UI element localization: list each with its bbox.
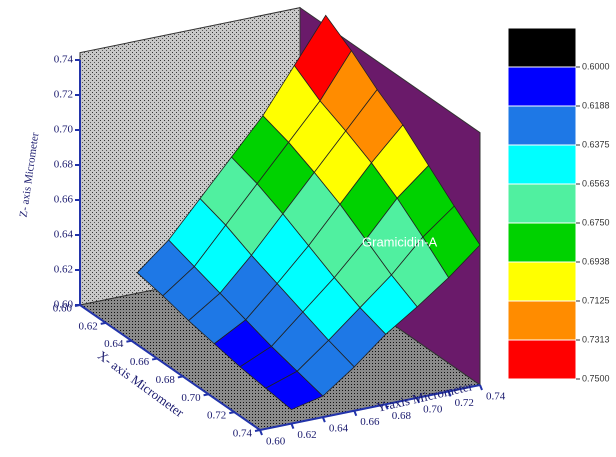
z-tick-label: 0.74 <box>54 54 74 66</box>
colorbar-label: 0.6188 <box>582 100 610 110</box>
x-tick <box>254 429 261 432</box>
y-tick <box>384 403 389 410</box>
z-tick-label: 0.68 <box>54 159 74 171</box>
colorbar-label: 0.6563 <box>582 178 610 188</box>
x-tick-label: 0.60 <box>53 303 73 315</box>
y-tick-label: 0.66 <box>360 416 380 428</box>
z-tick-label: 0.70 <box>54 124 74 136</box>
x-tick <box>74 304 81 307</box>
y-tick-label: 0.72 <box>455 397 474 409</box>
colorbar-swatch <box>507 105 577 146</box>
x-tick-label: 0.70 <box>181 392 201 404</box>
x-tick-label: 0.74 <box>233 428 253 440</box>
colorbar: 0.6000 0.6188 0.6375 0.6563 0.6750 0.6938 0.71… <box>507 27 610 383</box>
y-tick <box>321 416 326 423</box>
x-tick-label: 0.72 <box>207 410 226 422</box>
y-tick <box>416 397 421 404</box>
y-tick <box>447 391 452 397</box>
x-axis <box>79 304 261 431</box>
x-tick <box>126 339 132 343</box>
colorbar-label: 0.6750 <box>582 217 610 227</box>
colorbar-label: 0.7125 <box>582 295 610 305</box>
colorbar-swatch <box>507 66 577 107</box>
z-tick-label: 0.64 <box>54 229 74 241</box>
z-tick-label: 0.60 <box>54 299 74 311</box>
colorbar-label: 0.7313 <box>582 334 610 344</box>
y-tick-label: 0.64 <box>329 423 349 435</box>
z-tick-label: 0.72 <box>54 89 73 101</box>
colorbar-swatch <box>507 339 577 380</box>
surface-cell <box>265 370 324 411</box>
x-tick <box>151 357 158 361</box>
colorbar-swatch <box>507 261 577 302</box>
y-tick-label: 0.68 <box>392 410 412 422</box>
y-tick <box>479 384 483 391</box>
x-tick-label: 0.66 <box>130 356 150 368</box>
colorbar-label: 0.6375 <box>582 139 610 149</box>
z-tick-label: 0.62 <box>54 264 73 276</box>
x-tick-label: 0.64 <box>104 338 124 350</box>
z-axis-title: Z- axis Micrometer <box>18 131 42 218</box>
x-tick-label: 0.68 <box>156 374 176 386</box>
colorbar-swatch <box>507 144 577 185</box>
colorbar-swatch <box>507 222 577 263</box>
colorbar-label: 0.6938 <box>582 256 610 266</box>
x-tick <box>100 321 106 325</box>
y-axis <box>259 384 481 431</box>
x-tick <box>229 411 235 415</box>
y-tick-label: 0.60 <box>266 436 286 448</box>
colorbar-label: 0.7500 <box>582 373 610 383</box>
x-tick <box>203 393 209 397</box>
x-tick-label: 0.62 <box>78 320 97 332</box>
y-tick-label: 0.74 <box>486 391 506 403</box>
colorbar-swatch <box>507 183 577 224</box>
annotation: Gramicidin-A <box>362 234 437 249</box>
colorbar-swatch <box>507 27 577 68</box>
y-tick <box>353 410 358 417</box>
y-tick-label: 0.70 <box>423 403 443 415</box>
y-tick-label: 0.62 <box>297 429 316 441</box>
y-tick <box>290 423 295 429</box>
colorbar-swatch <box>507 300 577 341</box>
z-tick-label: 0.66 <box>54 194 74 206</box>
colorbar-label: 0.6000 <box>582 61 610 71</box>
surface <box>136 14 481 411</box>
x-tick <box>177 375 184 379</box>
y-tick <box>259 429 263 436</box>
